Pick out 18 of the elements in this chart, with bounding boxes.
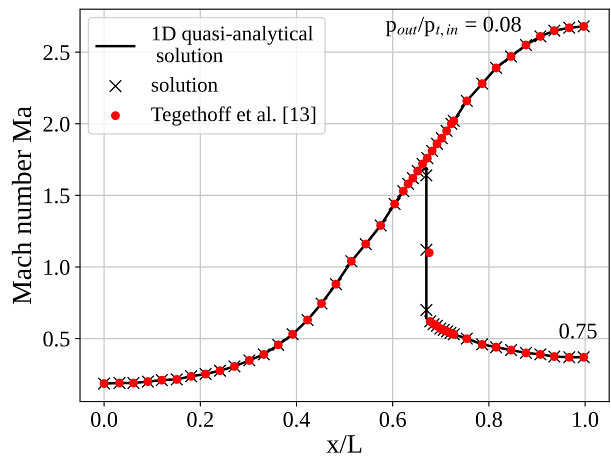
legend-label: Tegethoff et al. [13] xyxy=(151,106,316,126)
y-tick-label: 0.5 xyxy=(43,332,70,347)
legend-label: 1D quasi-analytical solution xyxy=(152,26,314,62)
y-tick-label: 1.0 xyxy=(44,260,70,276)
y-axis-title: Mach number Ma xyxy=(12,106,32,304)
legend-label: solution xyxy=(152,77,218,92)
x-tick-label: 0.0 xyxy=(91,412,118,428)
x-tick-label: 0.6 xyxy=(380,412,406,428)
y-tick-label: 2.5 xyxy=(44,45,70,60)
y-tick-label: 1.5 xyxy=(44,188,70,204)
x-axis-title: x/L xyxy=(326,435,362,453)
x-tick-label: 0.4 xyxy=(283,412,310,428)
x-tick-label: 0.8 xyxy=(476,412,502,428)
y-tick-label: 2.0 xyxy=(44,116,70,132)
annotation: p$_{out}$/p$_{t,in}$ = 0.08 xyxy=(386,16,521,37)
annotation: 0.75 xyxy=(559,324,597,339)
x-tick-label: 1.0 xyxy=(573,412,598,428)
x-tick-label: 0.2 xyxy=(187,412,213,428)
